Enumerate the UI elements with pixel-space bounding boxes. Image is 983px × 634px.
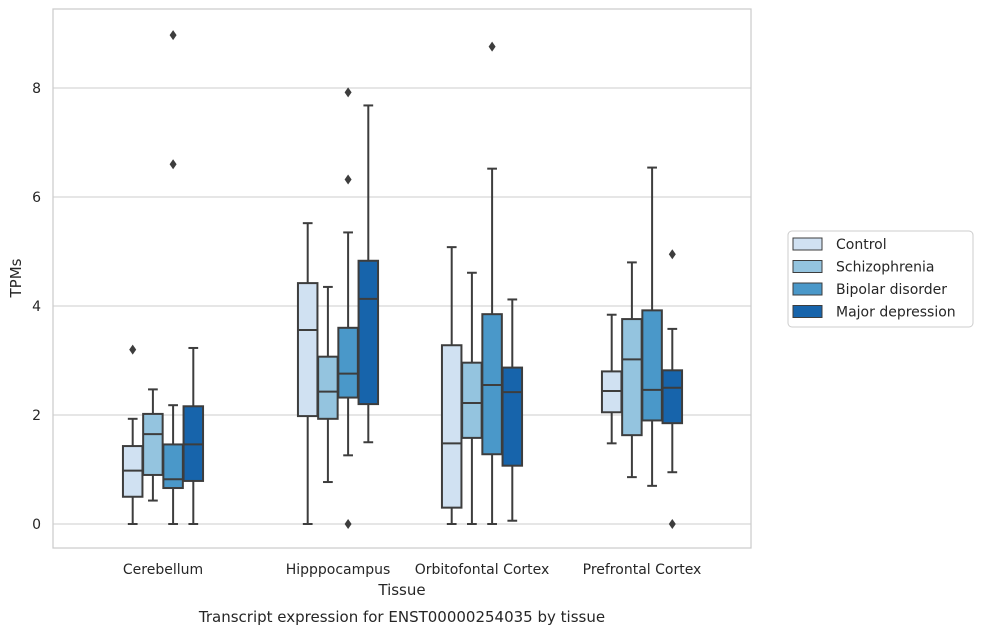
outlier-point: [344, 519, 352, 529]
box: [440, 344, 463, 509]
outlier-point: [344, 174, 352, 185]
legend-frame: [787, 230, 974, 328]
y-axis-label: TPMs: [7, 258, 25, 298]
y-tick-label: 2: [32, 408, 41, 424]
boxes: [121, 30, 684, 529]
box: [317, 355, 339, 420]
x-axis-label: Tissue: [377, 581, 425, 599]
box: [641, 309, 663, 422]
x-tick-label: Orbitofontal Cortex: [415, 562, 550, 578]
outlier-point: [169, 30, 177, 41]
box: [461, 361, 483, 439]
legend: Control Schizophrenia Bipolar disorder Majo…: [787, 230, 974, 328]
legend-label: Control: [836, 237, 887, 253]
outlier-point: [169, 159, 177, 170]
y-tick-label: 0: [32, 517, 41, 533]
outlier-point: [668, 249, 676, 260]
outlier-point: [488, 41, 496, 52]
y-tick-label: 6: [32, 190, 41, 206]
y-tick-label: 4: [32, 299, 41, 315]
box: [162, 443, 184, 490]
outlier-point: [129, 344, 137, 355]
x-axis-ticks: Cerebellum Hipppocampus Orbitofontal Corte…: [123, 562, 701, 578]
x-tick-label: Cerebellum: [123, 562, 203, 578]
legend-label: Major depression: [836, 305, 956, 321]
y-tick-label: 8: [32, 81, 41, 97]
plot-frame: [52, 8, 752, 549]
x-tick-label: Hipppocampus: [286, 562, 391, 578]
legend-swatch: [792, 237, 823, 251]
legend-swatch: [792, 260, 823, 273]
box: [337, 326, 359, 399]
box: [661, 369, 684, 425]
legend-swatch: [792, 305, 823, 318]
box: [296, 282, 319, 418]
x-tick-label: Prefrontal Cortex: [583, 562, 702, 578]
legend-label: Bipolar disorder: [836, 282, 947, 298]
outlier-point: [344, 87, 352, 98]
box: [501, 366, 524, 467]
legend-label: Schizophrenia: [836, 260, 934, 276]
outlier-point: [668, 519, 676, 529]
box: [621, 318, 643, 437]
legend-swatch: [792, 282, 823, 296]
box: [142, 412, 164, 476]
chart-caption: Transcript expression for ENST0000025403…: [198, 608, 605, 626]
box: [357, 259, 380, 406]
y-axis-ticks: 0 2 4 6 8: [32, 81, 41, 533]
